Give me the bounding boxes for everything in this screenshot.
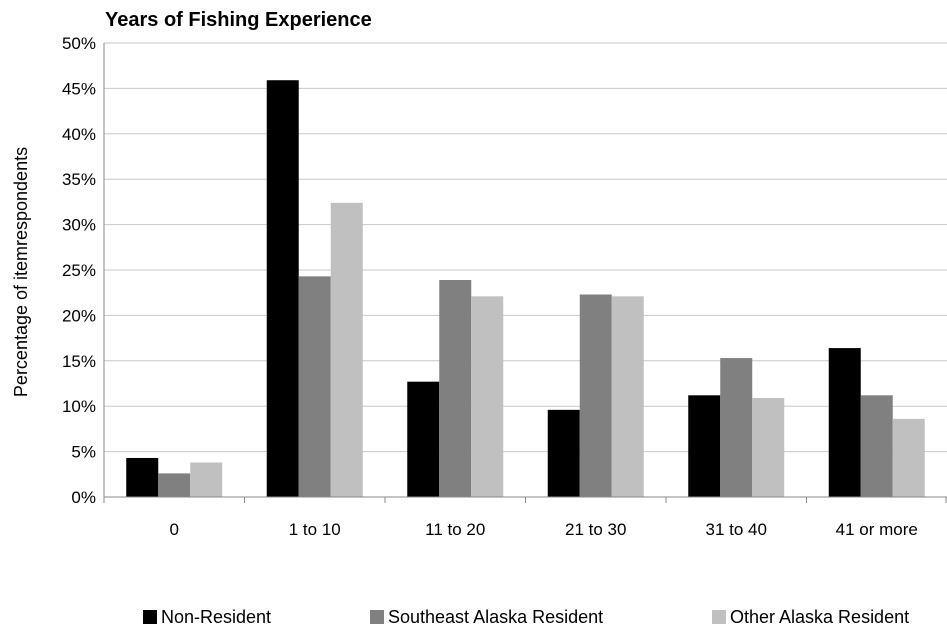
legend-item: Southeast Alaska Resident xyxy=(370,607,603,627)
bar xyxy=(471,296,504,497)
x-tick-label: 21 to 30 xyxy=(565,520,626,539)
bar xyxy=(720,358,753,497)
chart-title: Years of Fishing Experience xyxy=(105,9,372,31)
gridlines xyxy=(104,42,947,453)
bar xyxy=(860,395,893,497)
y-tick-label: 5% xyxy=(71,443,96,462)
bar xyxy=(407,381,440,497)
bar xyxy=(439,279,472,497)
y-tick-label: 15% xyxy=(62,352,96,371)
y-tick-label: 50% xyxy=(62,34,96,53)
legend-swatch xyxy=(712,610,726,624)
y-tick-label: 35% xyxy=(62,170,96,189)
bar xyxy=(752,398,785,497)
legend-label: Non-Resident xyxy=(161,607,271,627)
bar xyxy=(892,418,925,497)
legend-label: Southeast Alaska Resident xyxy=(388,607,603,627)
bars xyxy=(126,80,925,498)
bar xyxy=(298,276,331,497)
bar xyxy=(688,395,721,497)
bar xyxy=(190,462,223,497)
x-tick-label: 11 to 20 xyxy=(425,520,485,539)
bar xyxy=(266,80,299,497)
x-tick-label: 0 xyxy=(170,520,179,539)
x-tick-label: 31 to 40 xyxy=(706,520,767,539)
y-axis-label: Percentage of itemrespondents xyxy=(11,147,31,397)
legend-item: Other Alaska Resident xyxy=(712,607,909,627)
y-tick-label: 20% xyxy=(62,306,96,325)
bar xyxy=(611,296,644,497)
axes: 0% 5% 10% 15% 20% 25% 30% 35% 40% 45% 50% 0 1 to 10 1… xyxy=(62,34,947,539)
x-tick-label: 41 or more xyxy=(836,520,918,539)
legend-swatch xyxy=(143,610,157,624)
y-tick-label: 0% xyxy=(71,488,96,507)
bar xyxy=(126,457,159,497)
bar xyxy=(547,409,580,497)
legend-item: Non-Resident xyxy=(143,607,271,627)
y-tick-label: 45% xyxy=(62,79,96,98)
y-tick-label: 10% xyxy=(62,397,96,416)
y-tick-label: 25% xyxy=(62,261,96,280)
x-tick-label: 1 to 10 xyxy=(289,520,341,539)
legend: Non-Resident Southeast Alaska Resident Oth… xyxy=(143,607,909,627)
bar xyxy=(158,473,191,497)
legend-label: Other Alaska Resident xyxy=(730,607,909,627)
legend-swatch xyxy=(370,610,384,624)
y-tick-label: 40% xyxy=(62,125,96,144)
bar xyxy=(330,202,363,498)
bar xyxy=(579,294,612,497)
bar xyxy=(828,348,861,497)
y-tick-label: 30% xyxy=(62,216,96,235)
